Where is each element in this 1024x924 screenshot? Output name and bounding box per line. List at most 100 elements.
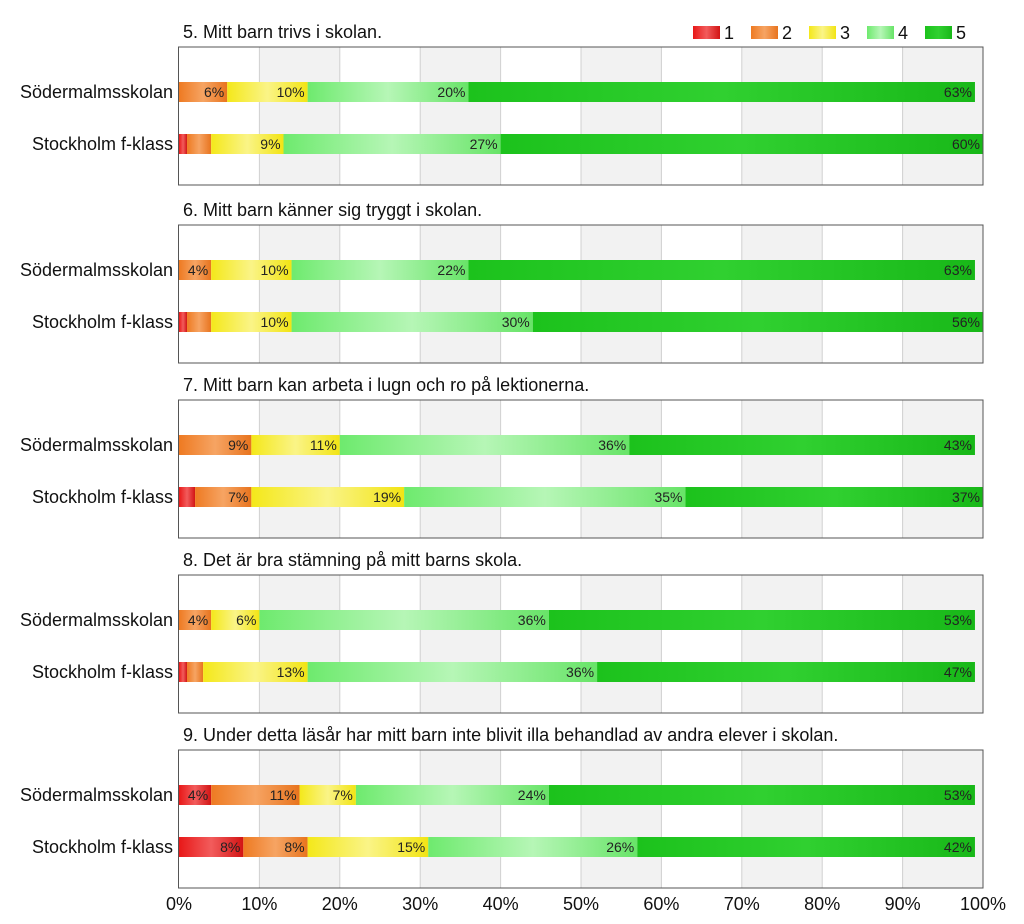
bar-segment-1: [179, 487, 196, 507]
bar-segment-5: [629, 435, 975, 455]
data-label: 8%: [284, 839, 304, 855]
background-band: [581, 225, 662, 363]
category-label: Stockholm f-klass: [32, 312, 173, 332]
bar-segment-2: [195, 487, 252, 507]
bar-segment-2: [187, 312, 212, 332]
category-label: Södermalmsskolan: [20, 785, 173, 805]
data-label: 37%: [952, 489, 980, 505]
bar-segment-2: [243, 837, 308, 857]
bar-segment-4: [428, 837, 638, 857]
category-label: Södermalmsskolan: [20, 260, 173, 280]
bar-segment-5: [597, 662, 975, 682]
bar-segment-3: [211, 134, 284, 154]
chart-panel: 9. Under detta läsår har mitt barn inte …: [20, 725, 984, 889]
legend-item: 3: [809, 23, 850, 43]
category-label: Stockholm f-klass: [32, 662, 173, 682]
legend-item: 4: [867, 23, 908, 43]
legend-swatch: [867, 26, 894, 39]
data-label: 4%: [188, 262, 208, 278]
data-label: 7%: [333, 787, 353, 803]
data-label: 6%: [204, 84, 224, 100]
background-band: [741, 225, 823, 363]
panel-title: 9. Under detta läsår har mitt barn inte …: [183, 725, 838, 745]
data-label: 10%: [277, 84, 305, 100]
bar-segment-3: [251, 435, 340, 455]
x-tick-label: 60%: [643, 894, 679, 914]
background-band: [741, 750, 823, 888]
x-tick-label: 0%: [166, 894, 192, 914]
bar-segment-4: [283, 134, 501, 154]
data-label: 13%: [277, 664, 305, 680]
x-axis: 0% 10% 20% 30% 40% 50% 60% 70% 80% 90% 100%: [166, 894, 1006, 914]
legend-swatch: [809, 26, 836, 39]
data-label: 4%: [188, 787, 208, 803]
data-label: 53%: [944, 612, 972, 628]
bar-segment-5: [548, 610, 975, 630]
background-band: [259, 575, 340, 713]
panel-frame: [178, 574, 984, 714]
bar-segment-3: [211, 312, 292, 332]
data-label: 26%: [606, 839, 634, 855]
legend-label: 1: [724, 23, 734, 43]
data-label: 4%: [188, 612, 208, 628]
x-tick-label: 40%: [483, 894, 519, 914]
panel-frame: [178, 46, 984, 186]
bar-segment-1: [179, 134, 188, 154]
bar-segment-2: [179, 435, 252, 455]
category-label: Stockholm f-klass: [32, 487, 173, 507]
panel-title: 5. Mitt barn trivs i skolan.: [183, 22, 382, 42]
data-label: 11%: [310, 437, 337, 453]
background-band: [581, 575, 662, 713]
background-band: [259, 47, 340, 185]
background-band: [420, 225, 501, 363]
background-band: [902, 750, 983, 888]
bar-segment-5: [548, 785, 975, 805]
data-label: 9%: [228, 437, 248, 453]
panels: 5. Mitt barn trivs i skolan. Södermalmssk…: [20, 22, 984, 889]
data-label: 56%: [952, 314, 980, 330]
data-label: 30%: [502, 314, 530, 330]
background-band: [420, 400, 501, 538]
data-label: 42%: [944, 839, 972, 855]
legend-label: 3: [840, 23, 850, 43]
data-label: 63%: [944, 84, 972, 100]
bar-segment-2: [187, 662, 204, 682]
data-label: 36%: [598, 437, 626, 453]
background-band: [741, 575, 823, 713]
x-tick-label: 20%: [322, 894, 358, 914]
data-label: 10%: [261, 262, 289, 278]
legend-label: 5: [956, 23, 966, 43]
legend-item: 1: [693, 23, 734, 43]
x-tick-label: 80%: [804, 894, 840, 914]
bar-segment-3: [203, 662, 308, 682]
background-band: [259, 750, 340, 888]
bar-segment-5: [500, 134, 983, 154]
legend-swatch: [693, 26, 720, 39]
legend-label: 4: [898, 23, 908, 43]
bar-segment-2: [187, 134, 212, 154]
data-label: 36%: [518, 612, 546, 628]
data-label: 9%: [260, 136, 280, 152]
data-label: 27%: [470, 136, 498, 152]
bar-segment-3: [251, 487, 405, 507]
bar-segment-3: [227, 82, 308, 102]
x-tick-label: 30%: [402, 894, 438, 914]
category-label: Södermalmsskolan: [20, 610, 173, 630]
data-label: 22%: [437, 262, 465, 278]
bar-segment-4: [404, 487, 686, 507]
background-band: [581, 47, 662, 185]
x-tick-label: 70%: [724, 894, 760, 914]
legend-item: 2: [751, 23, 792, 43]
data-label: 43%: [944, 437, 972, 453]
panel-title: 8. Det är bra stämning på mitt barns sko…: [183, 550, 522, 570]
background-band: [902, 47, 983, 185]
bar-segment-2: [179, 610, 212, 630]
background-band: [581, 400, 662, 538]
category-label: Stockholm f-klass: [32, 134, 173, 154]
bar-segment-1: [179, 785, 212, 805]
chart-panel: 7. Mitt barn kan arbeta i lugn och ro på…: [20, 375, 984, 539]
background-band: [259, 400, 340, 538]
panel-title: 6. Mitt barn känner sig tryggt i skolan.: [183, 200, 482, 220]
legend-item: 5: [925, 23, 966, 43]
